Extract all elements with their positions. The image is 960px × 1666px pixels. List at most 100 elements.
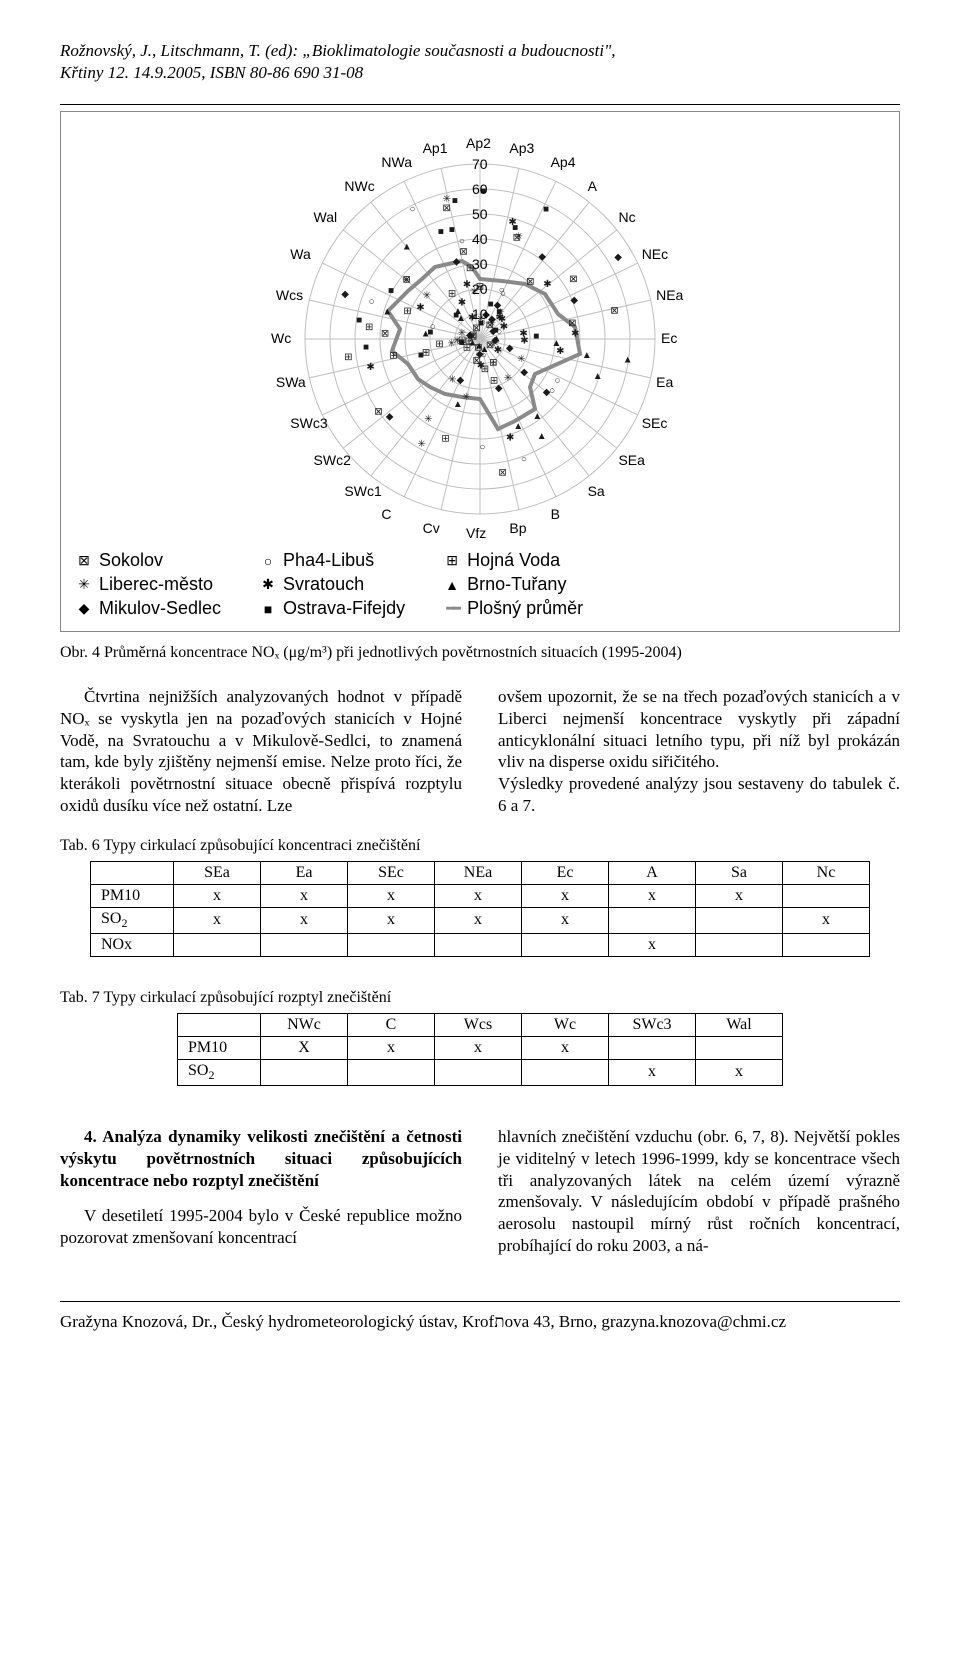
svg-text:■: ■ <box>452 196 458 207</box>
table-cell: x <box>348 907 435 933</box>
body-left: Čtvrtina nejnižších analyzovaných hodnot… <box>60 686 462 817</box>
radar-axis-label: SWa <box>276 374 306 390</box>
svg-text:⊠: ⊠ <box>374 407 382 418</box>
svg-text:■: ■ <box>533 331 539 342</box>
svg-text:▲: ▲ <box>537 431 547 442</box>
section4-left: 4. Analýza dynamiky velikosti znečištění… <box>60 1126 462 1257</box>
legend-marker-icon: ✱ <box>261 578 275 592</box>
svg-text:■: ■ <box>418 350 424 361</box>
svg-text:○: ○ <box>369 297 375 308</box>
svg-text:✱: ✱ <box>477 361 485 372</box>
table-cell <box>435 933 522 956</box>
table-col-header: SEc <box>348 861 435 884</box>
radar-axis-label: Wal <box>314 209 338 225</box>
svg-text:▲: ▲ <box>593 371 603 382</box>
radar-tick-label: 20 <box>472 281 488 297</box>
radar-chart-container: ◆■✳○▲✱⊠⊞◆■✳○▲✱⊠⊞◆■✳○▲✱⊠⊞◆■✳○▲✱⊠⊞◆■✳○▲✱⊠⊞… <box>60 111 900 632</box>
svg-text:◆: ◆ <box>386 412 394 423</box>
svg-text:○: ○ <box>491 358 497 369</box>
svg-text:✳: ✳ <box>448 375 456 386</box>
legend-marker-icon: ⊞ <box>445 554 459 568</box>
table-row-header: SO2 <box>91 907 174 933</box>
table-cell: x <box>435 884 522 907</box>
table-cell <box>783 933 870 956</box>
svg-text:■: ■ <box>438 226 444 237</box>
svg-text:○: ○ <box>410 204 416 215</box>
svg-text:◆: ◆ <box>341 289 349 300</box>
svg-text:⊞: ⊞ <box>490 376 498 387</box>
radar-axis-label: Wcs <box>276 287 303 303</box>
svg-text:✱: ✱ <box>571 328 579 339</box>
table-cell <box>696 1036 783 1059</box>
legend-marker-icon: ▲ <box>445 578 459 592</box>
radar-axis-label: Sa <box>588 483 605 499</box>
radar-axis-label: NEc <box>642 246 668 262</box>
table-col-header: C <box>348 1013 435 1036</box>
table-cell: x <box>522 884 609 907</box>
svg-text:✱: ✱ <box>508 217 516 228</box>
body-columns: Čtvrtina nejnižších analyzovaných hodnot… <box>60 686 900 817</box>
table-cell: x <box>435 907 522 933</box>
svg-text:◆: ◆ <box>538 252 546 263</box>
table7-caption: Tab. 7 Typy cirkulací způsobující rozpty… <box>60 989 900 1007</box>
table-cell: x <box>435 1036 522 1059</box>
svg-text:⊞: ⊞ <box>435 339 443 350</box>
svg-text:○: ○ <box>479 442 485 453</box>
table-row-header: NOx <box>91 933 174 956</box>
svg-text:▲: ▲ <box>382 307 392 318</box>
radar-axis-label: Wa <box>290 246 310 262</box>
table-cell <box>609 907 696 933</box>
table-col-header: NWc <box>261 1013 348 1036</box>
table-cell <box>783 884 870 907</box>
table-cell <box>174 933 261 956</box>
table-corner <box>91 861 174 884</box>
svg-text:◆: ◆ <box>491 335 499 346</box>
legend-item: ⊠Sokolov <box>77 550 221 571</box>
svg-text:■: ■ <box>363 342 369 353</box>
radar-tick-label: 30 <box>472 256 488 272</box>
radar-axis-label: A <box>588 178 597 194</box>
svg-text:⊞: ⊞ <box>448 289 456 300</box>
section4-para-right: hlavních znečištění vzduchu (obr. 6, 7, … <box>498 1126 900 1257</box>
header-line2: Křtiny 12. 14.9.2005, ISBN 80-86 690 31-… <box>60 63 363 82</box>
radar-tick-label: 50 <box>472 206 488 222</box>
legend-marker-icon: ◆ <box>77 602 91 616</box>
legend-marker-icon: ✳ <box>77 578 91 592</box>
svg-text:■: ■ <box>449 224 455 235</box>
radar-tick-label: 70 <box>472 156 488 172</box>
svg-text:⊞: ⊞ <box>403 306 411 317</box>
table-cell <box>261 1059 348 1085</box>
legend-label: Liberec-město <box>99 574 213 595</box>
svg-text:✱: ✱ <box>458 297 466 308</box>
radar-axis-label: SWc3 <box>290 415 327 431</box>
table-row-header: PM10 <box>91 884 174 907</box>
table-cell <box>696 907 783 933</box>
table-cell <box>435 1059 522 1085</box>
svg-text:✱: ✱ <box>416 303 424 314</box>
svg-text:◆: ◆ <box>457 375 465 386</box>
table-cell <box>348 1059 435 1085</box>
svg-text:○: ○ <box>521 454 527 465</box>
table6: SEaEaSEcNEaEcASaNcPM10xxxxxxxSO2xxxxxxNO… <box>90 861 870 957</box>
table-col-header: SEa <box>174 861 261 884</box>
svg-text:✱: ✱ <box>543 279 551 290</box>
svg-text:▲: ▲ <box>453 399 463 410</box>
svg-text:■: ■ <box>388 286 394 297</box>
section4-para-left: V desetiletí 1995-2004 bylo v České repu… <box>60 1205 462 1249</box>
svg-text:✳: ✳ <box>515 231 523 242</box>
table-col-header: Wal <box>696 1013 783 1036</box>
radar-axis-label: C <box>381 506 391 522</box>
table-col-header: A <box>609 861 696 884</box>
svg-text:✱: ✱ <box>506 433 514 444</box>
svg-text:✳: ✳ <box>462 392 470 403</box>
svg-text:○: ○ <box>549 386 555 397</box>
radar-axis-label: NEa <box>656 287 683 303</box>
radar-axis-label: Bp <box>509 520 526 536</box>
legend-item: ✱Svratouch <box>261 574 405 595</box>
svg-text:▲: ▲ <box>623 355 633 366</box>
radar-axis-label: SWc2 <box>314 452 351 468</box>
table-cell <box>696 933 783 956</box>
legend-label: Sokolov <box>99 550 163 571</box>
table6-caption: Tab. 6 Typy cirkulací způsobující koncen… <box>60 837 900 855</box>
svg-text:⊠: ⊠ <box>469 331 477 342</box>
